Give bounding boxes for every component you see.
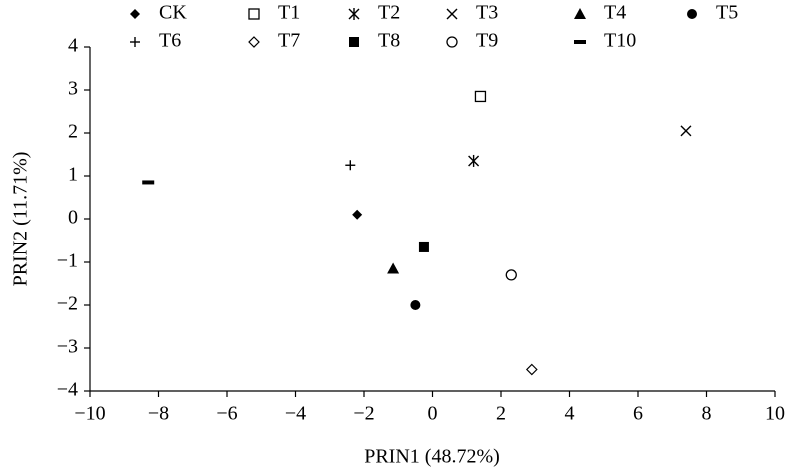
legend-marker	[574, 40, 586, 44]
point	[505, 269, 517, 281]
point-part	[680, 125, 692, 137]
legend-label: T1	[278, 2, 300, 24]
y-tick-label: −2	[57, 293, 78, 315]
legend-marker-part	[248, 36, 260, 48]
legend-marker	[687, 9, 697, 19]
legend-marker	[130, 37, 140, 47]
point	[352, 209, 363, 220]
x-tick-label: −8	[148, 403, 169, 425]
y-tick-label: 4	[68, 35, 78, 57]
x-tick-label: 4	[565, 403, 575, 425]
legend-label: T5	[716, 2, 738, 24]
x-tick-label: 0	[428, 403, 438, 425]
legend-marker	[348, 8, 360, 20]
x-tick-label: −4	[285, 403, 306, 425]
x-tick-label: 2	[496, 403, 506, 425]
legend-marker	[446, 36, 458, 48]
point	[418, 241, 429, 252]
legend-marker-part	[446, 8, 458, 20]
point	[468, 154, 480, 167]
legend-label: T3	[476, 2, 498, 24]
legend-marker	[248, 36, 260, 48]
point	[410, 300, 421, 310]
x-axis-label: PRIN1 (48.72%)	[364, 446, 500, 468]
legend-label: T9	[476, 30, 498, 52]
legend-marker-part	[574, 8, 586, 19]
y-tick-label: −4	[57, 379, 78, 401]
legend-label: T10	[604, 30, 636, 52]
x-tick-label: −2	[353, 403, 374, 425]
point-part	[474, 90, 487, 103]
point-part	[505, 269, 517, 281]
y-axis-label: PRIN2 (11.71%)	[10, 152, 32, 287]
point-part	[525, 363, 538, 376]
y-tick-label: 0	[68, 207, 78, 229]
point-part	[418, 241, 429, 252]
point-part	[142, 180, 155, 185]
legend-marker-part	[349, 37, 359, 47]
x-tick-label: 10	[765, 403, 785, 425]
point	[142, 180, 155, 185]
point-part	[352, 209, 363, 220]
legend-marker	[349, 37, 359, 47]
point	[680, 125, 692, 137]
legend-label: T4	[604, 2, 626, 24]
point	[345, 160, 356, 171]
legend-marker-part	[574, 40, 586, 44]
y-tick-label: −1	[57, 250, 78, 272]
legend-marker-part	[446, 36, 458, 48]
y-tick-label: 3	[68, 78, 78, 100]
legend-label: T7	[278, 30, 300, 52]
y-tick-label: 1	[68, 164, 78, 186]
y-tick-label: −3	[57, 336, 78, 358]
point	[525, 363, 538, 376]
legend-marker-part	[130, 9, 140, 19]
legend-marker	[574, 8, 586, 19]
point	[474, 90, 487, 103]
x-tick-label: −6	[216, 403, 237, 425]
legend-marker	[130, 9, 140, 19]
point-part	[410, 300, 421, 310]
legend-marker-part	[248, 8, 260, 20]
point-part	[387, 262, 400, 274]
legend-label: T6	[159, 30, 181, 52]
legend-label: T8	[378, 30, 400, 52]
x-tick-label: −10	[74, 403, 105, 425]
x-tick-label: 6	[633, 403, 643, 425]
legend-label: CK	[159, 2, 187, 24]
legend-marker	[248, 8, 260, 20]
y-tick-label: 2	[68, 121, 78, 143]
point	[387, 262, 400, 274]
x-tick-label: 8	[702, 403, 712, 425]
legend-marker-part	[687, 9, 697, 19]
legend-marker	[446, 8, 458, 20]
legend-label: T2	[378, 2, 400, 24]
